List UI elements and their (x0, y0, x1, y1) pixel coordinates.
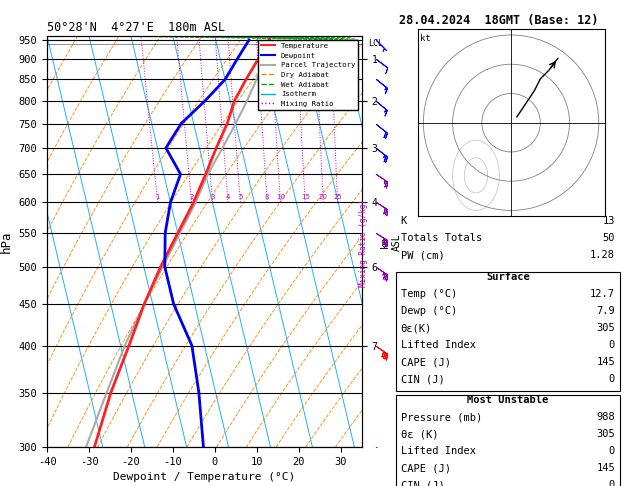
Text: 25: 25 (333, 193, 342, 200)
Text: 145: 145 (596, 357, 615, 367)
Text: 50: 50 (603, 233, 615, 243)
Text: 1.28: 1.28 (590, 250, 615, 260)
Text: 8: 8 (265, 193, 269, 200)
Text: 305: 305 (596, 323, 615, 333)
Bar (396, 272, 620, 392)
Text: 1: 1 (155, 193, 160, 200)
Text: Temp (°C): Temp (°C) (401, 289, 457, 299)
Text: Surface: Surface (486, 272, 530, 282)
Legend: Temperature, Dewpoint, Parcel Trajectory, Dry Adiabat, Wet Adiabat, Isotherm, Mi: Temperature, Dewpoint, Parcel Trajectory… (258, 40, 358, 110)
Text: 15: 15 (301, 193, 309, 200)
Y-axis label: km
ASL: km ASL (380, 233, 402, 251)
Text: PW (cm): PW (cm) (401, 250, 445, 260)
Text: kt: kt (420, 34, 431, 43)
Text: 2: 2 (189, 193, 194, 200)
Bar (396, 395, 620, 486)
Text: CIN (J): CIN (J) (401, 374, 445, 384)
Text: 988: 988 (596, 412, 615, 422)
Text: 0: 0 (609, 480, 615, 486)
Text: Mixing Ratio (g/kg): Mixing Ratio (g/kg) (359, 199, 368, 287)
Text: 5: 5 (238, 193, 243, 200)
Y-axis label: hPa: hPa (0, 230, 13, 253)
Text: 3: 3 (210, 193, 215, 200)
Text: θε (K): θε (K) (401, 429, 438, 439)
Text: 0: 0 (609, 374, 615, 384)
Text: 10: 10 (276, 193, 285, 200)
Text: 7.9: 7.9 (596, 306, 615, 316)
Text: Most Unstable: Most Unstable (467, 395, 548, 405)
Text: K: K (401, 216, 407, 226)
Text: LCL: LCL (368, 39, 383, 49)
Text: CAPE (J): CAPE (J) (401, 357, 451, 367)
Text: Dewp (°C): Dewp (°C) (401, 306, 457, 316)
Text: 305: 305 (596, 429, 615, 439)
Text: Totals Totals: Totals Totals (401, 233, 482, 243)
Text: CAPE (J): CAPE (J) (401, 463, 451, 473)
Text: Lifted Index: Lifted Index (401, 446, 476, 456)
Text: 12.7: 12.7 (590, 289, 615, 299)
Text: CIN (J): CIN (J) (401, 480, 445, 486)
Text: θε(K): θε(K) (401, 323, 432, 333)
X-axis label: Dewpoint / Temperature (°C): Dewpoint / Temperature (°C) (113, 472, 296, 483)
Text: 13: 13 (603, 216, 615, 226)
Text: 0: 0 (609, 446, 615, 456)
Text: 50°28'N  4°27'E  180m ASL: 50°28'N 4°27'E 180m ASL (47, 21, 225, 34)
Text: 145: 145 (596, 463, 615, 473)
Text: 0: 0 (609, 340, 615, 350)
Text: Lifted Index: Lifted Index (401, 340, 476, 350)
Text: 4: 4 (226, 193, 230, 200)
Text: Pressure (mb): Pressure (mb) (401, 412, 482, 422)
Text: 28.04.2024  18GMT (Base: 12): 28.04.2024 18GMT (Base: 12) (399, 14, 599, 27)
Text: 20: 20 (319, 193, 328, 200)
